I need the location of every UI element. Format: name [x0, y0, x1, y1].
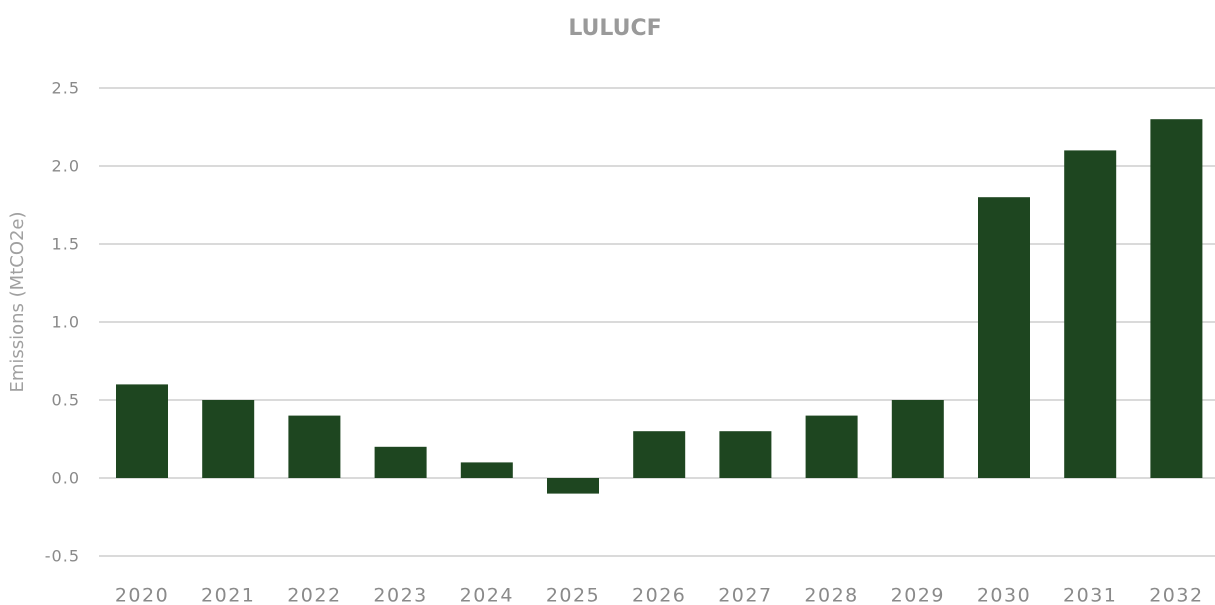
- bar: [891, 400, 944, 478]
- x-tick-label: 2026: [632, 585, 686, 605]
- bar: [288, 415, 341, 478]
- x-tick-label: 2020: [115, 585, 169, 605]
- x-tick-label: 2024: [460, 585, 514, 605]
- y-tick-label: 2.5: [52, 79, 80, 98]
- x-tick-label: 2032: [1149, 585, 1203, 605]
- x-tick-label: 2022: [287, 585, 341, 605]
- bar: [805, 415, 858, 478]
- x-tick-label: 2027: [718, 585, 772, 605]
- x-tick-label: 2030: [977, 585, 1031, 605]
- bar: [374, 446, 427, 478]
- chart-title: LULUCF: [568, 16, 661, 41]
- y-tick-label: -0.5: [45, 547, 80, 566]
- bar: [633, 431, 686, 478]
- bar: [1064, 150, 1117, 478]
- x-tick-label: 2031: [1063, 585, 1117, 605]
- y-tick-label: 1.0: [52, 313, 80, 332]
- x-tick-label: 2021: [201, 585, 255, 605]
- bar: [460, 462, 513, 478]
- x-tick-label: 2028: [804, 585, 858, 605]
- y-tick-label: 0.5: [52, 391, 80, 410]
- bar: [1150, 119, 1203, 478]
- y-axis-label: Emissions (MtCO2e): [7, 211, 28, 392]
- bar: [719, 431, 772, 478]
- bar: [978, 197, 1030, 478]
- y-tick-label: 2.0: [52, 157, 80, 176]
- y-tick-label: 1.5: [52, 235, 80, 254]
- bar: [202, 400, 255, 478]
- x-tick-label: 2029: [891, 585, 945, 605]
- x-tick-label: 2023: [373, 585, 427, 605]
- x-tick-label: 2025: [546, 585, 600, 605]
- y-tick-label: 0.0: [52, 469, 80, 488]
- bar: [116, 384, 168, 478]
- bar: [547, 478, 599, 494]
